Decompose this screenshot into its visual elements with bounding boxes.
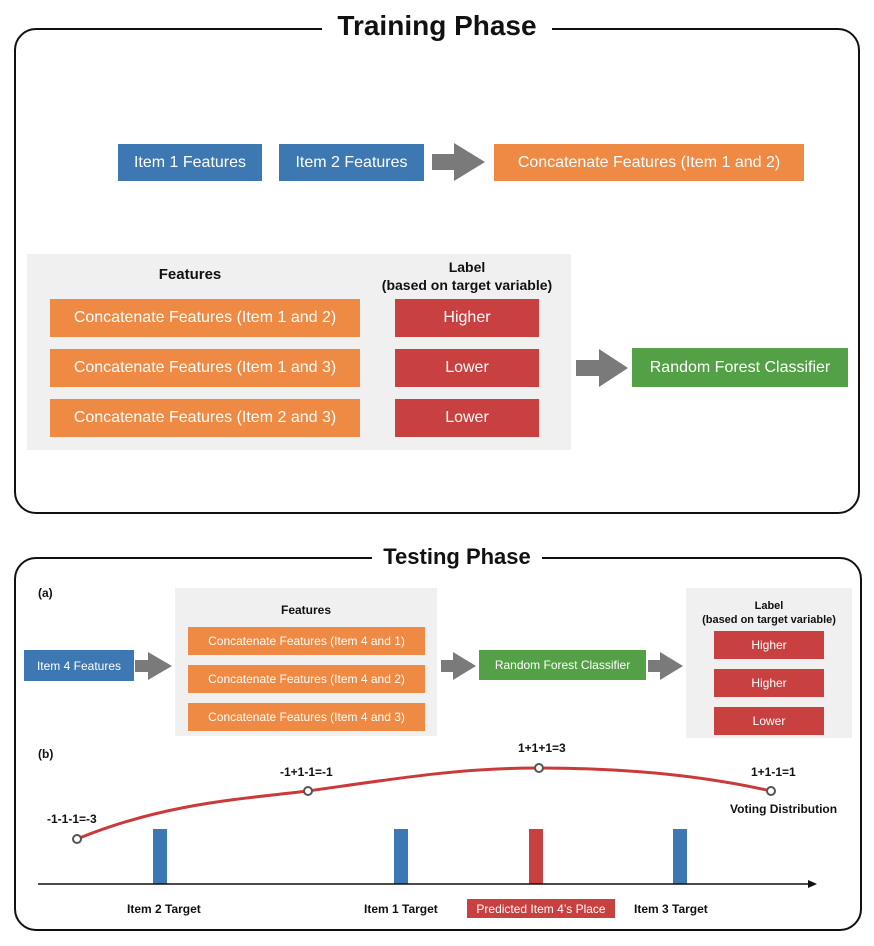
axis-arrowhead-icon [808,880,817,888]
concat-features-top-box: Concatenate Features (Item 1 and 2) [494,144,804,181]
testing-phase-title: Testing Phase [372,543,542,571]
item1-target-bar [394,829,408,884]
training-features-header: Features [158,266,222,283]
predicted-item4-label: Predicted Item 4’s Place [467,899,615,918]
vote-point-4 [766,786,776,796]
testing-classifier-box: Random Forest Classifier [479,650,646,680]
arrow-right-icon [135,652,172,680]
testing-feature-1: Concatenate Features (Item 4 and 1) [188,627,425,655]
item1-features-box: Item 1 Features [118,144,262,181]
vote-label-3: 1+1+1=3 [518,741,566,755]
testing-label-header: Label (based on target variable) [686,599,852,627]
item1-target-label: Item 1 Target [364,902,438,916]
item3-target-bar [673,829,687,884]
arrow-right-icon [648,652,683,680]
vote-label-2: -1+1-1=-1 [280,765,333,779]
arrow-right-icon [441,652,476,680]
testing-label-1: Higher [714,631,824,659]
training-label-header-line1: Label [448,259,486,275]
vote-point-1 [72,834,82,844]
item2-target-label: Item 2 Target [127,902,201,916]
part-b-label: (b) [38,747,54,761]
testing-label-3: Lower [714,707,824,735]
vote-label-4: 1+1-1=1 [751,765,796,779]
vote-point-2 [303,786,313,796]
training-label-row-2: Lower [395,349,539,387]
testing-feature-2: Concatenate Features (Item 4 and 2) [188,665,425,693]
arrow-right-icon [576,349,628,387]
training-feature-row-3: Concatenate Features (Item 2 and 3) [50,399,360,437]
voting-distribution-label: Voting Distribution [730,802,838,816]
training-label-row-3: Lower [395,399,539,437]
training-phase-title: Training Phase [322,8,552,44]
testing-label-header-line1: Label [754,600,784,612]
testing-feature-3: Concatenate Features (Item 4 and 3) [188,703,425,731]
item4-features-box: Item 4 Features [24,650,134,681]
voting-distribution-curve [76,766,772,841]
training-feature-row-2: Concatenate Features (Item 1 and 3) [50,349,360,387]
training-feature-row-1: Concatenate Features (Item 1 and 2) [50,299,360,337]
training-label-row-1: Higher [395,299,539,337]
testing-features-header: Features [280,603,332,617]
item3-target-label: Item 3 Target [634,902,708,916]
item2-target-bar [153,829,167,884]
part-a-label: (a) [38,586,53,600]
vote-label-1: -1-1-1=-3 [47,812,97,826]
testing-label-2: Higher [714,669,824,697]
vote-point-3 [534,763,544,773]
arrow-right-icon [432,143,485,181]
item2-features-box: Item 2 Features [279,144,424,181]
predicted-item4-bar [529,829,543,884]
training-classifier-box: Random Forest Classifier [632,348,848,387]
training-label-header: Label (based on target variable) [362,258,572,294]
training-label-header-line2: (based on target variable) [381,277,553,293]
testing-label-header-line2: (based on target variable) [702,614,836,626]
